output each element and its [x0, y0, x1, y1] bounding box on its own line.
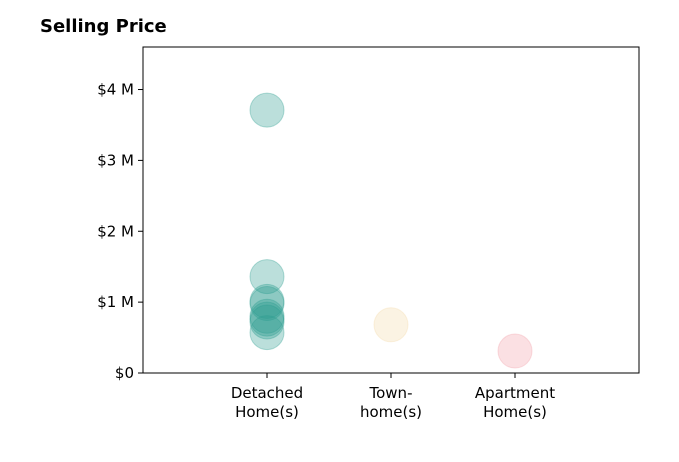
data-point — [249, 301, 285, 337]
data-point — [249, 283, 285, 319]
data-point — [249, 304, 285, 340]
data-point — [249, 259, 285, 295]
y-tick-label: $1 M — [97, 293, 134, 311]
y-tick-label: $3 M — [97, 151, 134, 169]
y-tick-label: $0 — [115, 364, 134, 382]
y-tick-label: $4 M — [97, 81, 134, 99]
data-points — [249, 92, 533, 369]
data-point — [249, 298, 285, 334]
x-tick-label: Detached Home(s) — [231, 384, 303, 421]
data-point — [373, 307, 409, 343]
y-tick-label: $2 M — [97, 222, 134, 240]
data-point — [249, 92, 285, 128]
data-point — [249, 286, 285, 322]
y-axis: $0 $1 M $2 M $3 M $4 M — [97, 81, 143, 382]
data-point — [497, 333, 533, 369]
x-tick-label: Town-home(s) — [360, 384, 422, 421]
x-axis: Detached Home(s) Town-home(s) Apartment Home… — [231, 373, 555, 421]
x-tick-label: Apartment Home(s) — [475, 384, 555, 421]
chart-title: Selling Price — [40, 16, 167, 37]
data-point — [249, 315, 285, 351]
